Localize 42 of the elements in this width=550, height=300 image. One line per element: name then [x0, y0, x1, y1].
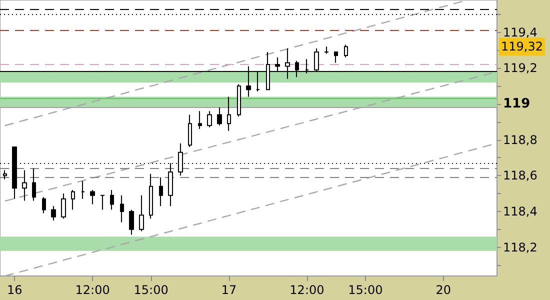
candlestick [198, 110, 202, 130]
candlestick [110, 189, 114, 210]
y-tick-label: 119,4 [503, 25, 538, 40]
x-tick-label: 16 [6, 283, 22, 297]
y-tick-label: 118,4 [503, 204, 538, 218]
y-tick-label: 119 [503, 96, 530, 112]
y-tick-label: 118,6 [503, 168, 538, 183]
y-tick-label: 118,8 [503, 132, 538, 147]
candlestick [120, 194, 124, 223]
candlestick [81, 180, 85, 200]
x-tick-label: 20 [436, 283, 452, 297]
candlestick [51, 206, 56, 221]
line-series [4, 72, 493, 202]
candlestick [237, 84, 241, 117]
x-tick-label: 12:00 [290, 283, 324, 297]
x-tick-label: 15:00 [348, 283, 383, 297]
candlestick [227, 96, 231, 132]
candlestick [71, 189, 75, 210]
y-tick-label: 119,2 [503, 61, 538, 76]
x-tick-label: 17 [221, 283, 237, 297]
candlestick [207, 110, 212, 128]
candlestick [100, 194, 105, 210]
candlestick [3, 170, 7, 180]
candlestick [217, 107, 222, 126]
candlestick [129, 209, 134, 236]
candlestick [159, 176, 163, 207]
candlestick [344, 44, 348, 58]
candlestick [188, 114, 192, 148]
candlestick [22, 170, 27, 202]
candlestick [90, 189, 95, 205]
candlestick [334, 51, 338, 64]
text: 119,32 [501, 40, 543, 54]
candlestick [149, 173, 153, 220]
candlestick [61, 193, 66, 220]
y-tick-label: 118,2 [503, 240, 538, 254]
x-tick-label: 15:00 [134, 283, 168, 297]
candlestick [324, 46, 329, 54]
candlestick [32, 168, 36, 202]
candlestick [139, 194, 144, 232]
x-tick-label: 12:00 [75, 283, 110, 297]
candlestick [12, 146, 17, 200]
candlestick [42, 196, 46, 214]
